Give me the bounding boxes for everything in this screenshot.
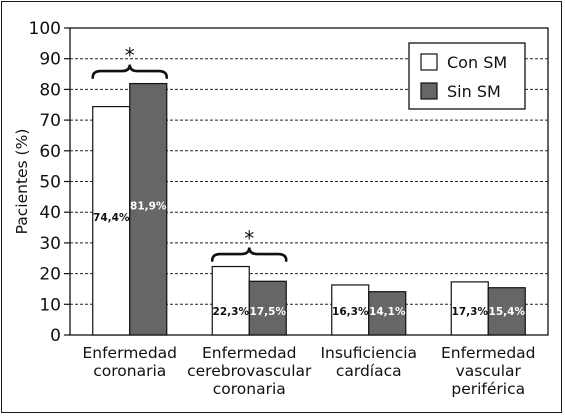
y-tick-label: 70 — [39, 111, 61, 131]
bar — [92, 105, 131, 336]
y-tick-label: 10 — [39, 295, 61, 315]
category-label: Insuficiencia — [320, 344, 417, 362]
legend-swatch — [420, 53, 438, 71]
category-label: cardíaca — [336, 362, 402, 380]
y-tick-label: 20 — [39, 265, 61, 285]
legend-label: Sin SM — [447, 82, 501, 101]
y-tick-label: 80 — [39, 80, 61, 100]
y-tick-label: 0 — [50, 326, 61, 346]
category-label: cerebrovascular — [187, 362, 312, 380]
bar — [487, 287, 526, 336]
data-label: 22,3% — [213, 306, 250, 318]
category-label: coronaria — [213, 380, 286, 398]
significance-star: * — [125, 44, 135, 68]
data-label: 16,3% — [332, 306, 369, 318]
bar — [129, 82, 168, 336]
category-label: Enfermedad — [202, 344, 297, 362]
significance-bracket — [210, 247, 288, 262]
data-label: 81,9% — [130, 200, 167, 212]
category-label: vascular — [456, 362, 522, 380]
data-label: 14,1% — [369, 306, 406, 318]
y-tick-label: 90 — [39, 50, 61, 70]
category-label: Enfermedad — [441, 344, 536, 362]
y-tick-label: 40 — [39, 203, 61, 223]
y-axis-label: Pacientes (%) — [13, 129, 31, 235]
data-label: 15,4% — [489, 306, 526, 318]
significance-bracket — [91, 64, 169, 79]
legend-swatch — [420, 82, 438, 100]
y-tick-label: 60 — [39, 142, 61, 162]
bar — [248, 280, 287, 336]
data-label: 17,3% — [452, 306, 489, 318]
data-label: 17,5% — [250, 306, 287, 318]
category-label: coronaria — [93, 362, 166, 380]
y-tick-label: 100 — [29, 19, 61, 39]
category-label: Enfermedad — [82, 344, 177, 362]
bar — [368, 291, 407, 336]
y-tick-label: 50 — [39, 173, 61, 193]
bar — [211, 265, 250, 336]
data-label: 74,4% — [93, 212, 130, 224]
significance-star: * — [244, 227, 254, 251]
legend-label: Con SM — [447, 53, 507, 72]
category-label: periférica — [451, 380, 525, 398]
y-tick-label: 30 — [39, 234, 61, 254]
